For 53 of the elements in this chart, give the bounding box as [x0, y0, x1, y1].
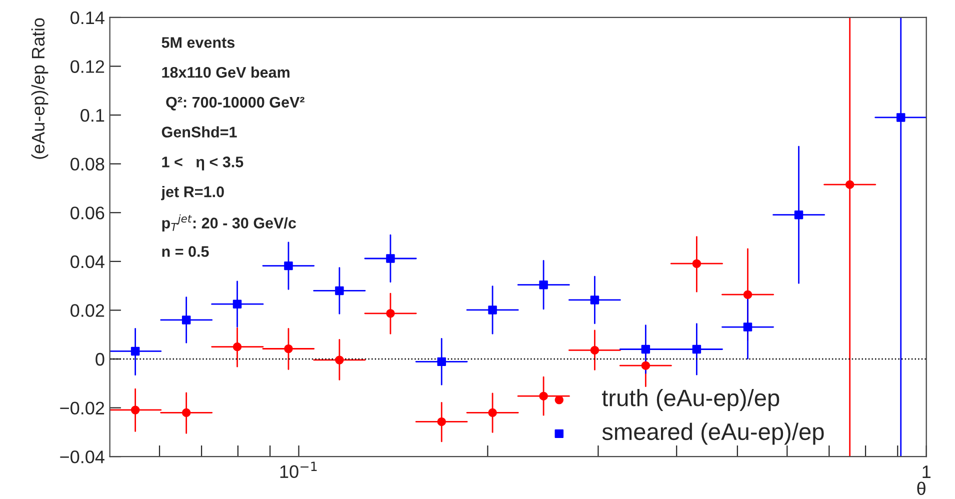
y-tick-label: 0.04 — [70, 255, 104, 268]
point — [743, 290, 752, 299]
annotation: 5M events — [162, 37, 235, 48]
point — [386, 254, 395, 263]
y-tick-label: 0 — [96, 352, 104, 366]
point — [386, 309, 395, 318]
y-tick-label: −0.04 — [60, 450, 104, 464]
point — [590, 346, 600, 355]
point — [130, 346, 140, 356]
y-tick-label: 0.14 — [70, 11, 104, 24]
legend-label: truth (eAu-ep)/ep — [602, 388, 780, 411]
annotation: Q²: 700-10000 GeV² — [166, 96, 304, 110]
point — [692, 259, 702, 268]
x-tick-label: 10$^{−1}$ — [280, 462, 317, 478]
point — [539, 392, 548, 400]
y-tick-label: −0.02 — [60, 402, 104, 415]
point — [232, 300, 242, 308]
y-axis-title: (eAu-ep)/ep Ratio — [31, 18, 48, 159]
legend-label: smeared (eAu-ep)/ep — [602, 422, 824, 445]
point — [437, 357, 446, 366]
point — [488, 408, 497, 418]
point — [232, 342, 242, 352]
point — [641, 361, 650, 370]
y-tick-label: 0.08 — [70, 158, 104, 171]
y-tick-label: 0.06 — [70, 206, 104, 220]
point — [794, 210, 804, 220]
point — [284, 344, 293, 354]
annotation: 18x110 GeV beam — [162, 66, 290, 78]
annotation: n = 0.5 — [162, 246, 209, 257]
point — [437, 417, 446, 426]
y-tick-label: 0.1 — [80, 108, 104, 122]
point — [335, 286, 344, 296]
point — [896, 113, 906, 122]
y-tick-label: 0.12 — [70, 60, 104, 73]
point — [488, 306, 497, 314]
x-tick-label: 1 — [922, 466, 930, 478]
point — [590, 296, 600, 304]
annotation: 1 < η < 3.5 — [162, 156, 244, 170]
x-axis-title: θ — [917, 482, 926, 496]
annotation: jet R=1.0 — [161, 186, 224, 200]
point — [130, 406, 140, 414]
y-tick-label: 0.02 — [70, 304, 104, 317]
point — [182, 316, 191, 324]
point — [845, 180, 854, 189]
point — [284, 261, 293, 270]
point — [539, 280, 548, 290]
annotation: GenShd=1 — [162, 126, 237, 138]
point — [641, 344, 650, 354]
point — [335, 356, 344, 364]
point — [743, 322, 752, 332]
point — [692, 344, 702, 354]
annotation: p$_{T}$$^{jet}$: 20 - 30 GeV/c — [162, 214, 296, 232]
point — [182, 408, 191, 418]
